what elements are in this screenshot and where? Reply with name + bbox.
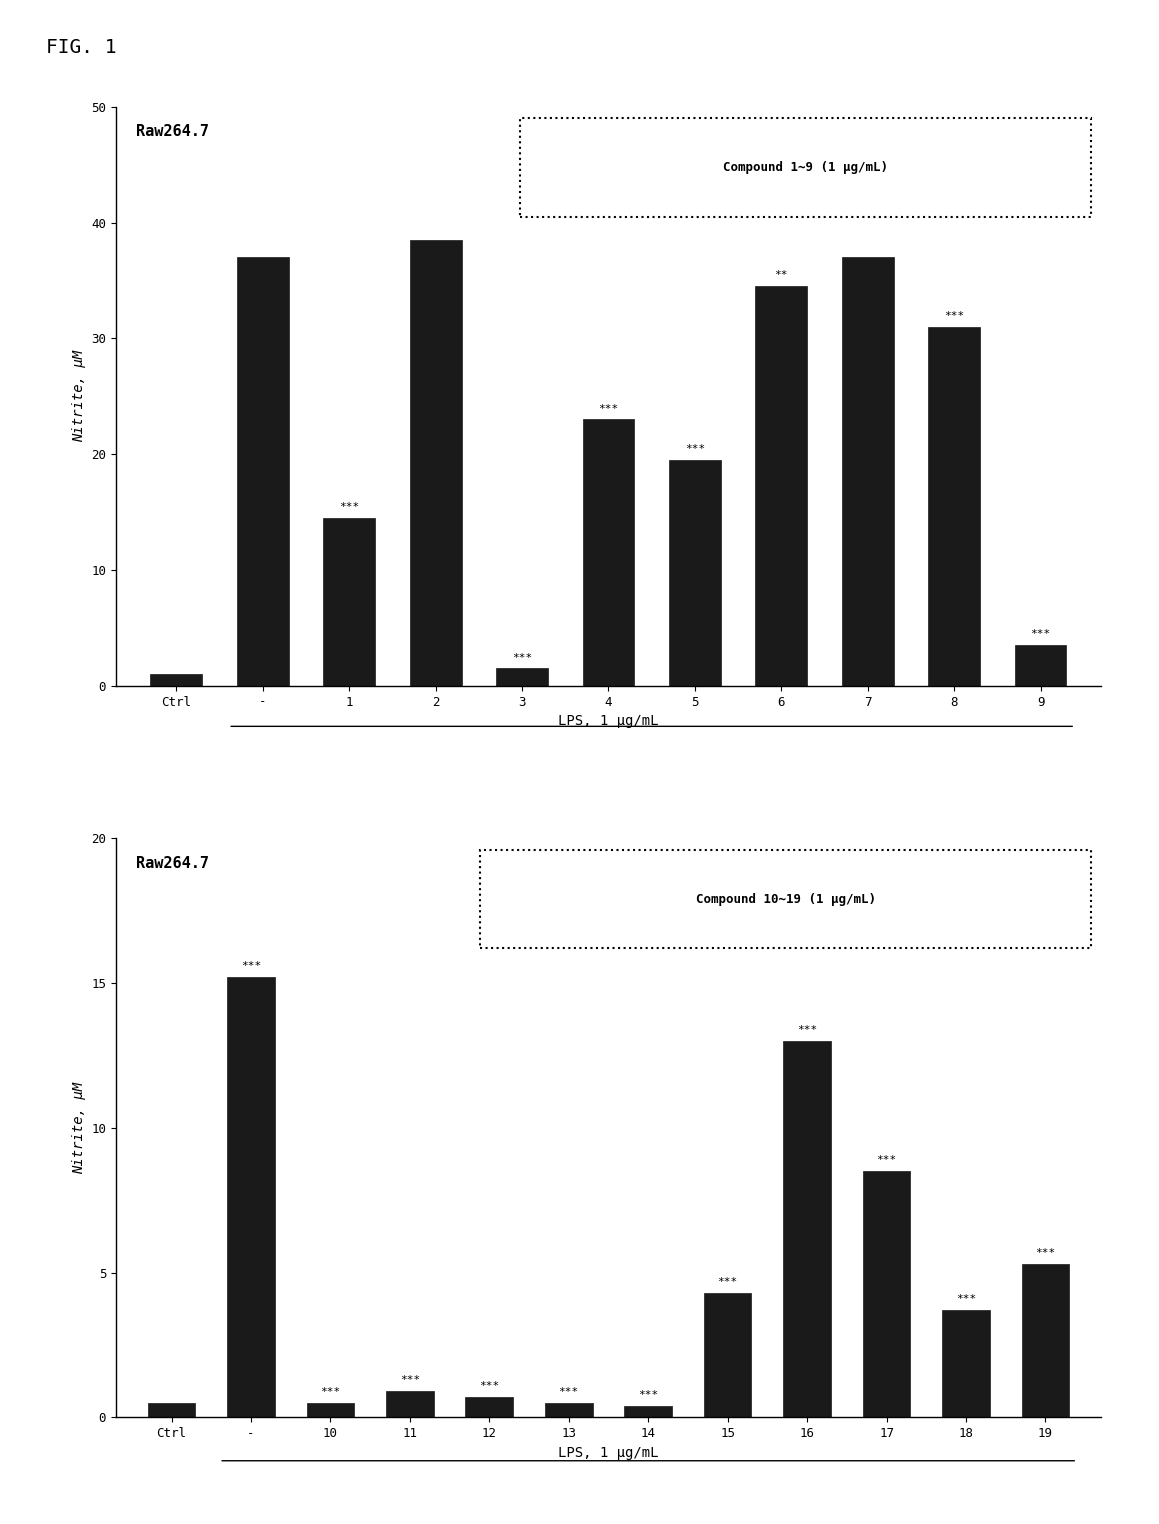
- Text: ***: ***: [559, 1387, 578, 1398]
- Text: ***: ***: [717, 1277, 738, 1286]
- Text: ***: ***: [598, 404, 619, 413]
- Text: ***: ***: [945, 311, 964, 322]
- X-axis label: LPS, 1 μg/mL: LPS, 1 μg/mL: [559, 715, 658, 728]
- FancyBboxPatch shape: [520, 119, 1092, 216]
- Bar: [669, 460, 721, 686]
- Bar: [841, 258, 894, 686]
- Y-axis label: Nitrite, μM: Nitrite, μM: [72, 1082, 86, 1173]
- Text: ***: ***: [241, 962, 261, 971]
- Text: FIG. 1: FIG. 1: [46, 38, 117, 56]
- Bar: [307, 1402, 355, 1417]
- Bar: [386, 1391, 433, 1417]
- Text: **: **: [774, 270, 788, 280]
- Text: Compound 10~19 (1 μg/mL): Compound 10~19 (1 μg/mL): [695, 893, 876, 905]
- Bar: [942, 1311, 990, 1417]
- Text: Raw264.7: Raw264.7: [136, 855, 209, 870]
- Text: ***: ***: [876, 1155, 897, 1166]
- Bar: [410, 239, 461, 686]
- Text: ***: ***: [685, 443, 705, 454]
- Text: ***: ***: [340, 501, 359, 512]
- Text: ***: ***: [797, 1026, 817, 1035]
- Bar: [496, 669, 548, 686]
- Bar: [583, 419, 634, 686]
- Bar: [783, 1041, 831, 1417]
- FancyBboxPatch shape: [480, 850, 1092, 948]
- Bar: [756, 287, 807, 686]
- X-axis label: LPS, 1 μg/mL: LPS, 1 μg/mL: [559, 1446, 658, 1460]
- Text: ***: ***: [1030, 629, 1051, 640]
- Bar: [625, 1405, 672, 1417]
- Text: ***: ***: [956, 1294, 976, 1305]
- Bar: [704, 1292, 751, 1417]
- Text: Compound 1~9 (1 μg/mL): Compound 1~9 (1 μg/mL): [723, 162, 888, 174]
- Bar: [1021, 1263, 1070, 1417]
- Bar: [466, 1398, 513, 1417]
- Text: ***: ***: [400, 1376, 420, 1385]
- Y-axis label: Nitrite, μM: Nitrite, μM: [72, 351, 86, 442]
- Text: ***: ***: [320, 1387, 341, 1398]
- Text: Raw264.7: Raw264.7: [136, 123, 209, 139]
- Text: ***: ***: [639, 1390, 658, 1401]
- Bar: [928, 326, 981, 686]
- Bar: [227, 977, 275, 1417]
- Bar: [323, 518, 376, 686]
- Bar: [147, 1402, 196, 1417]
- Bar: [545, 1402, 592, 1417]
- Bar: [151, 674, 203, 686]
- Bar: [1014, 645, 1066, 686]
- Text: ***: ***: [479, 1381, 500, 1391]
- Bar: [236, 258, 289, 686]
- Text: ***: ***: [1035, 1248, 1056, 1259]
- Text: ***: ***: [512, 652, 532, 663]
- Bar: [862, 1170, 910, 1417]
